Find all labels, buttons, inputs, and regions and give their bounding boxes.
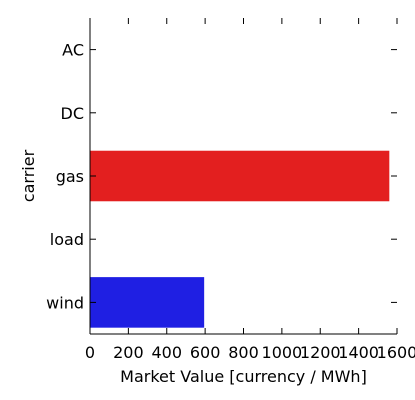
x-tick-label-200: 200 (113, 343, 144, 362)
y-tick-label-DC: DC (61, 104, 85, 123)
x-tick-label-1600: 1600 (377, 343, 415, 362)
tick-labels-layer: AC DC gas load wind 0 200 400 600 800 100012001400… (46, 41, 415, 362)
x-tick-label-0: 0 (85, 343, 95, 362)
bar-wind (90, 277, 205, 328)
y-tick-label-AC: AC (62, 41, 84, 60)
bar-gas (90, 150, 390, 202)
x-tick-label-800: 800 (228, 343, 259, 362)
y-tick-label-gas: gas (56, 167, 84, 186)
x-axis-label: Market Value [currency / MWh] (120, 367, 367, 386)
bars-layer (90, 150, 390, 328)
x-tick-label-1400: 1400 (338, 343, 379, 362)
x-tick-label-400: 400 (151, 343, 182, 362)
y-axis-label: carrier (19, 149, 38, 202)
x-tick-label-1000: 1000 (262, 343, 303, 362)
x-tick-label-1200: 1200 (300, 343, 341, 362)
y-tick-label-wind: wind (46, 293, 84, 312)
x-tick-label-600: 600 (190, 343, 221, 362)
y-tick-label-load: load (50, 230, 84, 249)
